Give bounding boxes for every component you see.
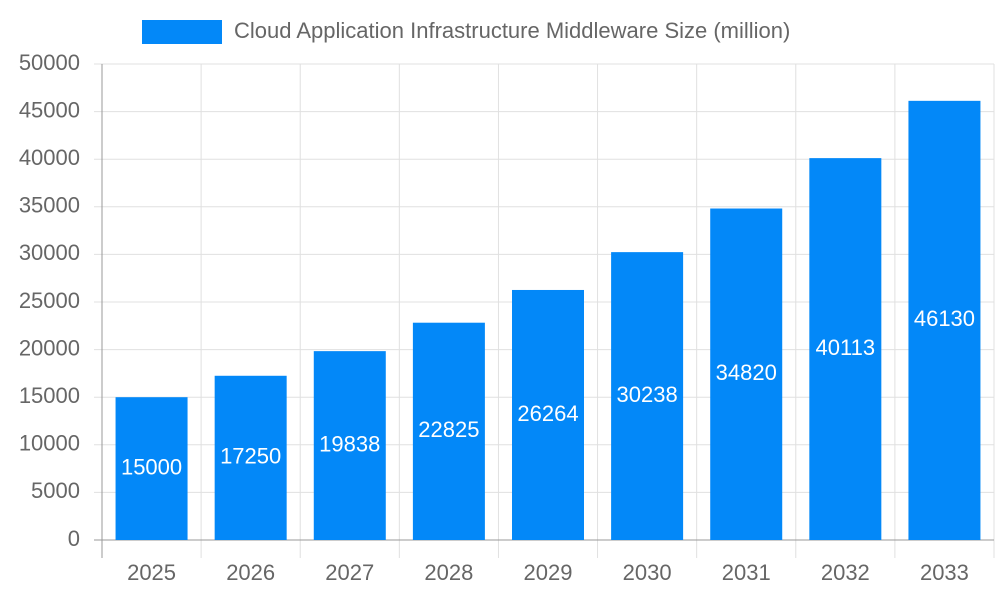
data-label: 30238 — [617, 382, 678, 407]
data-label: 40113 — [816, 335, 876, 360]
x-tick-label: 2030 — [623, 560, 672, 585]
y-tick-label: 40000 — [19, 145, 80, 170]
y-tick-label: 50000 — [19, 50, 80, 75]
x-tick-label: 2028 — [424, 560, 473, 585]
data-label: 34820 — [716, 360, 777, 385]
x-tick-label: 2029 — [524, 560, 573, 585]
x-tick-label: 2031 — [722, 560, 771, 585]
x-tick-label: 2025 — [127, 560, 176, 585]
y-tick-label: 5000 — [31, 478, 80, 503]
bar — [313, 351, 386, 540]
y-tick-label: 30000 — [19, 240, 80, 265]
bar — [512, 289, 584, 540]
data-label: 22825 — [418, 417, 479, 442]
y-tick-label: 25000 — [19, 288, 80, 313]
bar — [611, 252, 684, 540]
y-tick-label: 0 — [68, 526, 80, 551]
bar — [809, 158, 882, 540]
bar — [412, 322, 485, 540]
x-tick-label: 2027 — [325, 560, 374, 585]
y-tick-label: 10000 — [19, 431, 80, 456]
y-tick-label: 35000 — [19, 193, 80, 218]
data-label: 19838 — [319, 431, 380, 456]
legend-swatch — [142, 20, 222, 44]
bar — [710, 208, 783, 540]
legend-label: Cloud Application Infrastructure Middlew… — [234, 18, 790, 43]
y-tick-label: 20000 — [19, 335, 80, 360]
bar — [214, 375, 287, 540]
data-label: 17250 — [220, 444, 281, 469]
y-tick-label: 15000 — [19, 383, 80, 408]
x-tick-label: 2032 — [821, 560, 870, 585]
bar — [115, 397, 188, 540]
data-label: 15000 — [121, 454, 182, 479]
bar — [908, 100, 981, 540]
x-tick-label: 2026 — [226, 560, 275, 585]
data-label: 46130 — [914, 306, 975, 331]
data-label: 26264 — [517, 401, 578, 426]
x-tick-label: 2033 — [920, 560, 969, 585]
y-tick-label: 45000 — [19, 97, 80, 122]
